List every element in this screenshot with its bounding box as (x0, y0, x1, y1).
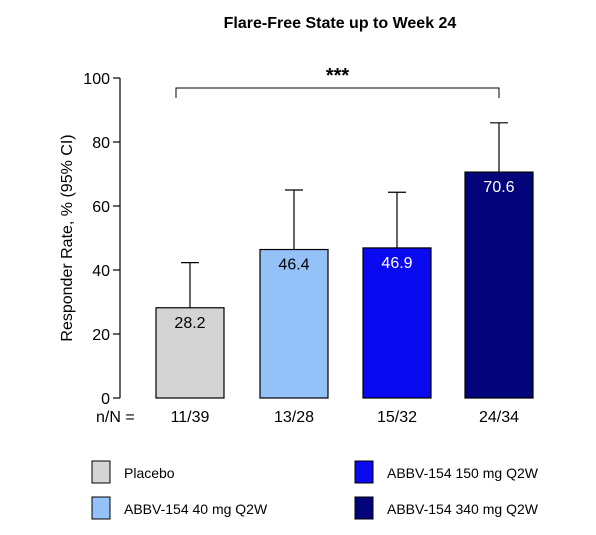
y-tick-label: 60 (92, 199, 110, 216)
chart-title: Flare-Free State up to Week 24 (224, 15, 457, 32)
y-tick-label: 100 (83, 71, 110, 88)
bar-value-label: 70.6 (483, 179, 514, 196)
bar-value-label: 46.4 (278, 257, 309, 274)
y-tick-label: 80 (92, 135, 110, 152)
n-value-label: 13/28 (274, 409, 314, 426)
y-axis-label: Responder Rate, % (95% CI) (59, 134, 76, 341)
legend-label: Placebo (124, 465, 175, 481)
legend-swatch (91, 460, 111, 484)
plot-area: 0 20 40 60 80 100 28.2 11/39 46.4 13/28 46.9 15/32 7… (83, 65, 534, 426)
legend-swatch (354, 460, 374, 484)
bar (362, 247, 432, 399)
n-label: n/N = (96, 409, 135, 426)
y-tick-label: 0 (101, 391, 110, 408)
legend-swatch (354, 496, 374, 520)
y-tick-label: 40 (92, 263, 110, 280)
y-tick-label: 20 (92, 327, 110, 344)
legend-label: ABBV-154 340 mg Q2W (387, 501, 539, 517)
legend-swatch (91, 496, 111, 520)
legend-label: ABBV-154 150 mg Q2W (387, 465, 539, 481)
n-value-label: 24/34 (479, 409, 519, 426)
significance-bracket (175, 87, 500, 98)
bar-value-label: 46.9 (381, 255, 412, 272)
n-value-label: 11/39 (171, 409, 210, 426)
significance-label: *** (326, 65, 350, 87)
bar (464, 171, 534, 399)
bar (259, 248, 329, 399)
legend-label: ABBV-154 40 mg Q2W (124, 501, 268, 517)
n-value-label: 15/32 (377, 409, 417, 426)
legend: Placebo ABBV-154 150 mg Q2W ABBV-154 40 mg… (91, 460, 539, 520)
bar-value-label: 28.2 (174, 315, 205, 332)
bar (155, 307, 225, 399)
